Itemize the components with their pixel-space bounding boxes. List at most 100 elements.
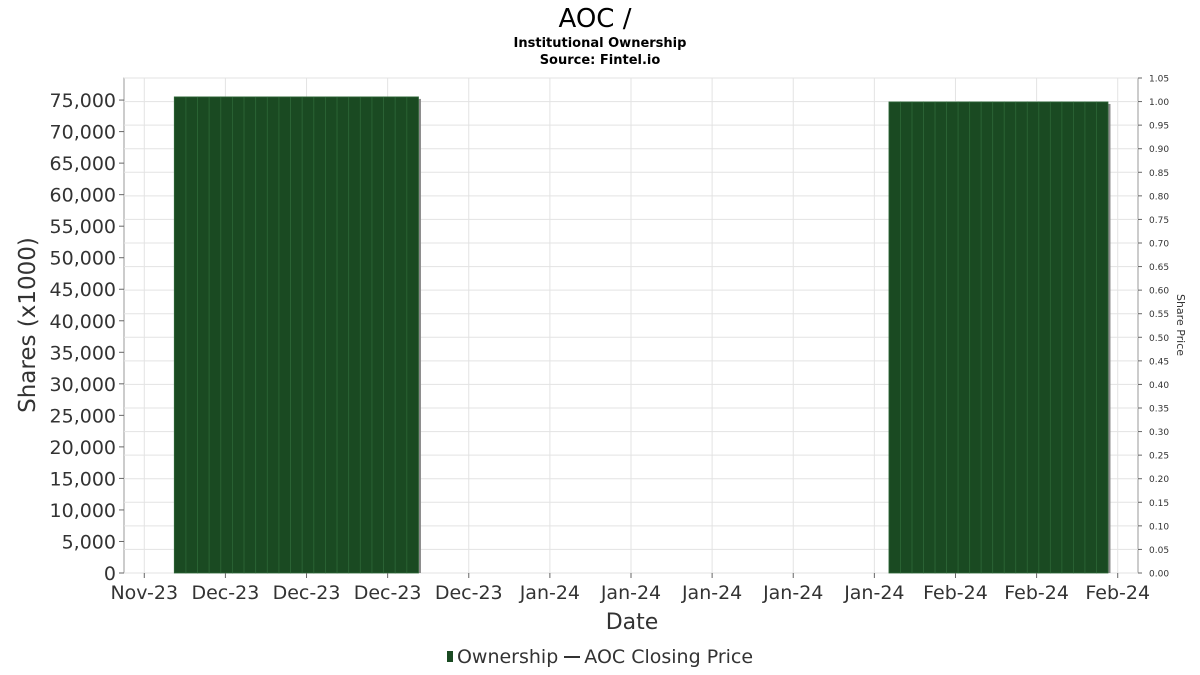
ownership-bar: [888, 101, 901, 574]
ownership-bar: [1096, 101, 1109, 574]
y-tick-label: 15,000: [50, 468, 116, 490]
y-tick-label: 55,000: [50, 216, 116, 238]
y-tick-label: 70,000: [50, 122, 116, 144]
y2-tick-label: 0.90: [1149, 145, 1169, 155]
y-tick-label: 5,000: [62, 531, 116, 553]
ownership-bar: [1073, 101, 1086, 574]
y2-tick-label: 1.00: [1149, 98, 1169, 108]
x-tick-label: Jan-24: [762, 582, 823, 604]
y2-tick-label: 0.65: [1149, 263, 1169, 273]
ownership-bar: [969, 101, 982, 574]
ownership-bar: [197, 96, 210, 574]
ownership-bar: [406, 96, 419, 574]
y2-tick-label: 0.55: [1149, 310, 1169, 320]
x-tick-label: Jan-24: [681, 582, 742, 604]
closing-price-legend-label: AOC Closing Price: [584, 646, 754, 668]
ownership-bar: [1003, 101, 1017, 574]
ownership-bar: [348, 96, 361, 574]
ownership-bar: [992, 101, 1005, 574]
y2-tick-label: 0.15: [1149, 499, 1169, 509]
chart-title: AOC /: [559, 4, 632, 34]
ownership-bar: [1026, 101, 1040, 574]
ownership-bar: [325, 96, 338, 574]
chart-subtitle-line-1: Institutional Ownership: [514, 36, 687, 51]
y2-tick-label: 0.25: [1149, 452, 1169, 462]
y-tick-label: 30,000: [50, 374, 116, 396]
y2-tick-label: 0.60: [1149, 287, 1169, 297]
ownership-bar: [359, 96, 373, 574]
ownership-bar: [957, 101, 971, 574]
y2-tick-label: 0.95: [1149, 122, 1169, 132]
ownership-bar: [336, 96, 350, 574]
ownership-bar: [980, 101, 994, 574]
y-tick-label: 75,000: [50, 90, 116, 112]
ownership-bar: [1084, 101, 1097, 574]
y2-tick-label: 0.70: [1149, 240, 1169, 250]
y2-tick-label: 0.05: [1149, 546, 1169, 556]
ownership-bar: [900, 101, 913, 574]
y-tick-label: 25,000: [50, 405, 116, 427]
y2-tick-label: 0.20: [1149, 475, 1169, 485]
y2-tick-label: 0.00: [1149, 570, 1169, 580]
x-tick-label: Nov-23: [110, 582, 178, 604]
ownership-bars: [173, 96, 1111, 574]
ownership-bar: [232, 96, 245, 574]
ownership-bar: [208, 96, 222, 574]
y2-tick-label: 0.50: [1149, 334, 1169, 344]
y-tick-label: 65,000: [50, 153, 116, 175]
chart-subtitle-line-2: Source: Fintel.io: [540, 53, 661, 68]
ownership-bar: [1049, 101, 1063, 574]
x-tick-label: Dec-23: [191, 582, 259, 604]
x-axis-ticks: Nov-23 Dec-23 Dec-23 Dec-23 Dec-23 Jan-24 Jan-…: [110, 573, 1150, 604]
y2-tick-label: 0.85: [1149, 169, 1169, 179]
ownership-bar: [255, 96, 268, 574]
ownership-bar: [923, 101, 936, 574]
y-axis-ticks: 0 5,000 10,000 15,000 20,000 25,000 30,000 35,0…: [50, 90, 124, 585]
x-tick-label: Dec-23: [354, 582, 422, 604]
ownership-legend-label: Ownership: [456, 646, 559, 668]
ownership-bar: [278, 96, 291, 574]
ownership-bar: [290, 96, 303, 574]
y-tick-label: 0: [104, 563, 116, 585]
y-tick-label: 35,000: [50, 342, 116, 364]
y2-tick-label: 0.80: [1149, 192, 1169, 202]
ownership-bar: [266, 96, 280, 574]
ownership-bar: [185, 96, 198, 574]
x-axis-label: Date: [606, 610, 659, 635]
y2-tick-label: 0.35: [1149, 405, 1169, 415]
ownership-legend-swatch: [446, 651, 453, 662]
x-tick-label: Feb-24: [923, 582, 988, 604]
y2-tick-label: 0.10: [1149, 522, 1169, 532]
ownership-bar: [394, 96, 408, 574]
ownership-bar: [220, 96, 233, 574]
x-tick-label: Jan-24: [519, 582, 580, 604]
y-tick-label: 20,000: [50, 437, 116, 459]
y2-tick-label: 0.40: [1149, 381, 1169, 391]
y2-axis-label: Share Price: [1174, 294, 1187, 356]
x-tick-label: Dec-23: [435, 582, 503, 604]
ownership-bar: [173, 96, 187, 574]
ownership-bar: [383, 96, 396, 574]
x-tick-label: Jan-24: [600, 582, 661, 604]
x-tick-label: Feb-24: [1004, 582, 1069, 604]
ownership-bar: [1015, 101, 1028, 574]
y-tick-label: 40,000: [50, 311, 116, 333]
y-axis-label: Shares (x1000): [15, 237, 41, 413]
ownership-bar: [371, 96, 384, 574]
y-tick-label: 50,000: [50, 248, 116, 270]
chart-legend: Ownership AOC Closing Price: [0, 646, 1200, 668]
y-tick-label: 60,000: [50, 185, 116, 207]
closing-price-legend-line: [564, 656, 581, 658]
y-tick-label: 10,000: [50, 500, 116, 522]
ownership-bar: [301, 96, 315, 574]
y-tick-label: 45,000: [50, 279, 116, 301]
x-tick-label: Feb-24: [1085, 582, 1150, 604]
y2-tick-label: 0.30: [1149, 428, 1169, 438]
x-tick-label: Dec-23: [273, 582, 341, 604]
y2-axis-ticks: 0.00 0.05 0.10 0.15 0.20 0.25 0.30 0.35 0.40 0.45…: [1138, 75, 1169, 580]
y2-tick-label: 0.75: [1149, 216, 1169, 226]
ownership-bar: [911, 101, 924, 574]
ownership-bar: [1061, 101, 1074, 574]
ownership-bar: [946, 101, 959, 574]
